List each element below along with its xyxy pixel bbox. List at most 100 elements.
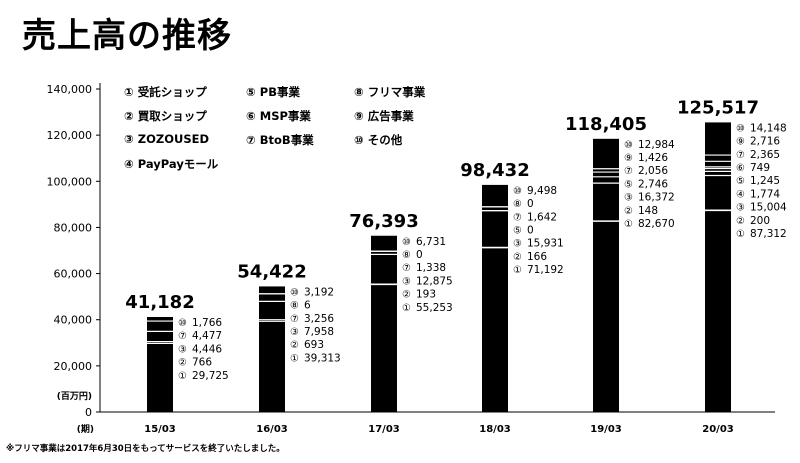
segment-value-label: 15,931: [527, 238, 564, 250]
segment-marker: ⑦: [290, 314, 299, 325]
segment-value-label: 2,365: [750, 149, 780, 161]
segment-marker: ⑩: [624, 140, 633, 151]
segment-marker: ②: [624, 206, 633, 217]
segment-marker: ③: [624, 193, 633, 204]
x-tick-label: 15/03: [144, 424, 176, 435]
segment-value-label: 1,245: [750, 175, 780, 187]
total-label: 41,182: [125, 292, 194, 313]
segment-value-label: 148: [638, 205, 658, 217]
segment-marker: ①: [624, 219, 633, 230]
bar-16-03: [259, 286, 285, 412]
segment-marker: ③: [402, 276, 411, 287]
segment-value-label: 0: [527, 198, 534, 210]
y-tick-label: 140,000: [47, 83, 93, 96]
segment-value-label: 6,731: [416, 236, 446, 248]
segment-marker: ③: [736, 203, 745, 214]
x-tick-label: 20/03: [702, 424, 734, 435]
segment-marker: ①: [178, 371, 187, 382]
segment-value-label: 193: [416, 289, 436, 301]
segment-marker: ⑤: [736, 176, 745, 187]
chart-title: 売上高の推移: [22, 16, 232, 56]
legend-item-8: ⑧ フリマ事業: [354, 85, 426, 99]
segment-value-label: 2,056: [638, 165, 668, 177]
segment-value-label: 12,984: [638, 139, 675, 151]
segment-marker: ①: [513, 265, 522, 276]
total-label: 98,432: [460, 160, 529, 181]
segment-marker: ⑨: [624, 153, 633, 164]
segment-value-label: 4,477: [192, 330, 222, 342]
segment-value-label: 1,338: [416, 262, 446, 274]
legend-item-2: ② 買取ショップ: [124, 109, 207, 123]
segment-marker: ⑤: [513, 226, 522, 237]
segment-marker: ⑤: [624, 179, 633, 190]
segment-marker: ③: [513, 239, 522, 250]
segment-marker: ⑥: [736, 163, 745, 174]
segment-marker: ②: [178, 358, 187, 369]
segment-value-label: 6: [304, 300, 311, 312]
segment-value-label: 4,446: [192, 343, 222, 355]
segment-value-label: 766: [192, 357, 212, 369]
x-axis-label: (期): [77, 423, 94, 435]
total-label: 76,393: [349, 211, 418, 232]
total-label: 125,517: [677, 97, 759, 118]
segment-value-label: 2,716: [750, 136, 780, 148]
segment-marker: ⑩: [402, 237, 411, 248]
bar-20-03: [705, 122, 731, 412]
bar-17-03: [371, 235, 397, 412]
segment-value-label: 7,958: [304, 326, 334, 338]
y-tick-label: 20,000: [54, 360, 93, 373]
segment-value-label: 14,148: [750, 122, 787, 134]
segment-value-label: 71,192: [527, 264, 564, 276]
legend-item-1: ① 受託ショップ: [124, 85, 207, 99]
segment-marker: ③: [178, 344, 187, 355]
segment-marker: ⑧: [513, 199, 522, 210]
x-tick-label: 19/03: [590, 424, 622, 435]
legend-item-9: ⑨ 広告事業: [354, 109, 414, 123]
segment-value-label: 55,253: [416, 302, 453, 314]
segment-marker: ⑦: [402, 263, 411, 274]
segment-value-label: 3,256: [304, 313, 334, 325]
segment-marker: ⑧: [402, 250, 411, 261]
segment-marker: ⑧: [290, 301, 299, 312]
segment-value-label: 200: [750, 215, 770, 227]
segment-marker: ⑦: [178, 331, 187, 342]
segment-marker: ②: [290, 340, 299, 351]
x-tick-label: 16/03: [256, 424, 288, 435]
segment-marker: ⑦: [736, 150, 745, 161]
segment-value-label: 2,746: [638, 178, 668, 190]
segment-marker: ①: [402, 303, 411, 314]
y-tick-label: 40,000: [54, 314, 93, 327]
x-tick-label: 17/03: [368, 424, 400, 435]
segment-value-label: 1,766: [192, 317, 222, 329]
segment-marker: ②: [402, 290, 411, 301]
segment-marker: ①: [290, 353, 299, 364]
legend-item-10: ⑩ その他: [354, 133, 403, 147]
legend: ① 受託ショップ ② 買取ショップ ③ ZOZOUSED ④ PayPayモール…: [124, 84, 454, 179]
footnote: ※フリマ事業は2017年6月30日をもってサービスを終了いたしました。: [6, 444, 285, 454]
segment-marker: ⑦: [513, 212, 522, 223]
legend-item-3: ③ ZOZOUSED: [124, 132, 210, 146]
segment-value-label: 3,192: [304, 286, 334, 298]
segment-value-label: 87,312: [750, 228, 787, 240]
segment-marker: ⑩: [736, 123, 745, 134]
segment-value-label: 9,498: [527, 185, 557, 197]
y-tick-label: 0: [85, 406, 92, 419]
segment-value-label: 1,642: [527, 211, 557, 223]
segment-value-label: 0: [416, 249, 423, 261]
segment-value-label: 749: [750, 162, 770, 174]
segment-value-label: 16,372: [638, 192, 675, 204]
segment-marker: ⑨: [736, 137, 745, 148]
bar-18-03: [482, 184, 508, 412]
y-tick-label: 100,000: [47, 175, 93, 188]
legend-item-7: ⑦ BtoB事業: [246, 133, 314, 147]
y-tick-label: 80,000: [54, 221, 93, 234]
segment-marker: ⑩: [513, 186, 522, 197]
segment-value-label: 166: [527, 251, 547, 263]
segment-value-label: 12,875: [416, 275, 453, 287]
y-tick-label: 120,000: [47, 129, 93, 142]
bar-15-03: [147, 316, 173, 412]
segment-value-label: 1,426: [638, 152, 668, 164]
segment-value-label: 29,725: [192, 370, 229, 382]
segment-value-label: 693: [304, 339, 324, 351]
